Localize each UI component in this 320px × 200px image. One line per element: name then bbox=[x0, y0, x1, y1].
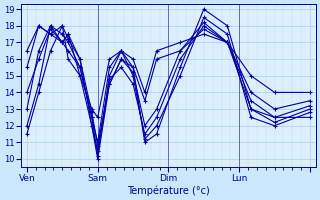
X-axis label: Température (°c): Température (°c) bbox=[127, 185, 210, 196]
